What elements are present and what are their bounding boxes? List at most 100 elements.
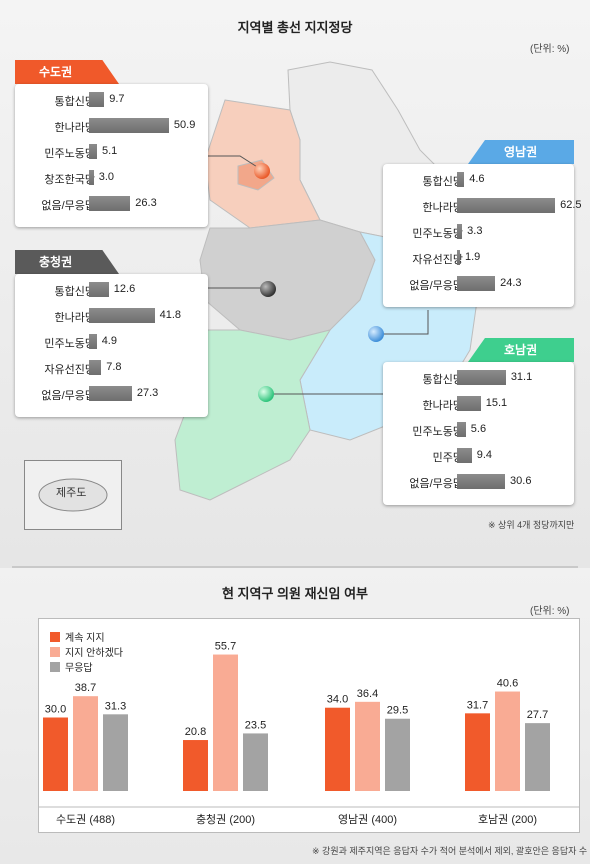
bar-0 bbox=[183, 740, 208, 791]
party-value: 3.0 bbox=[98, 171, 114, 183]
party-bar bbox=[457, 276, 496, 291]
bottom-chart-title: 현 지역구 의원 재신임 여부 bbox=[221, 586, 368, 601]
panel-row: 통합신당 4.6 bbox=[383, 170, 573, 190]
bar-1 bbox=[495, 691, 520, 791]
party-value: 5.6 bbox=[470, 423, 487, 435]
top-chart-title: 지역별 총선 지지정당 bbox=[237, 20, 353, 35]
party-label: 없음/무응답 bbox=[41, 390, 95, 402]
bar-value-label: 30.0 bbox=[45, 704, 66, 716]
bar-value-label: 31.3 bbox=[105, 700, 126, 712]
bar-2 bbox=[525, 723, 550, 791]
party-bar bbox=[89, 92, 105, 107]
legend-item-not: 지지 안하겠다 bbox=[50, 647, 123, 661]
panel-row: 없음/무응답 24.3 bbox=[383, 274, 573, 294]
panel-row: 민주노동당 3.3 bbox=[383, 222, 573, 242]
panel-sudo: 통합신당 9.7 한나라당 50.9 민주노동당 5.1 창조한국당 3.0 없음/무응답 26.… bbox=[15, 84, 208, 227]
party-label: 없음/무응답 bbox=[409, 280, 463, 292]
party-label: 자유선진당 bbox=[44, 364, 95, 376]
party-label: 통합신당 bbox=[422, 176, 463, 188]
party-value: 30.6 bbox=[510, 475, 532, 487]
party-label: 없음/무응답 bbox=[41, 200, 95, 212]
bar-value-label: 27.7 bbox=[527, 709, 548, 721]
panel-row: 한나라당 15.1 bbox=[383, 394, 573, 414]
panel-row: 자유선진당 7.8 bbox=[15, 358, 205, 378]
bottom-unit-label: (단위: %) bbox=[530, 606, 570, 617]
party-label: 자유선진당 bbox=[412, 254, 463, 266]
panel-row: 한나라당 50.9 bbox=[15, 116, 205, 136]
party-bar bbox=[89, 386, 132, 401]
tab-honam: 호남권 bbox=[468, 338, 574, 362]
party-value: 50.9 bbox=[173, 119, 196, 131]
bar-1 bbox=[355, 701, 380, 791]
party-bar bbox=[457, 448, 472, 463]
legend-swatch bbox=[50, 632, 60, 642]
legend-label: 계속 지지 bbox=[65, 633, 105, 644]
top-unit-label: (단위: %) bbox=[530, 44, 570, 55]
connector-yeong bbox=[376, 310, 429, 335]
bar-value-label: 34.0 bbox=[327, 694, 348, 706]
legend-swatch bbox=[50, 647, 60, 657]
party-value: 27.3 bbox=[136, 387, 159, 399]
panel-row: 없음/무응답 30.6 bbox=[383, 472, 573, 492]
panel-row: 한나라당 62.5 bbox=[383, 196, 582, 216]
party-label: 통합신당 bbox=[54, 96, 95, 108]
tab-sudo: 수도권 bbox=[15, 60, 119, 84]
bar-0 bbox=[325, 707, 350, 791]
party-value: 26.3 bbox=[135, 197, 157, 209]
bar-value-label: 40.6 bbox=[497, 678, 518, 690]
party-bar bbox=[457, 250, 460, 265]
party-label: 민주노동당 bbox=[44, 148, 95, 160]
party-label: 한나라당 bbox=[422, 202, 463, 214]
bar-0 bbox=[43, 717, 68, 791]
panel-row: 없음/무응답 26.3 bbox=[15, 194, 205, 214]
party-bar bbox=[89, 360, 102, 375]
tab-chungcheong: 충청권 bbox=[15, 250, 119, 274]
tab-yeongnam: 영남권 bbox=[468, 140, 574, 164]
party-label: 없음/무응답 bbox=[409, 478, 463, 490]
party-bar bbox=[89, 282, 109, 297]
group-label: 수도권 (488) bbox=[56, 813, 115, 826]
party-bar bbox=[457, 474, 506, 489]
panel-yeongnam: 통합신당 4.6 한나라당 62.5 민주노동당 3.3 자유선진당 1.9 없음/무응답 24.… bbox=[383, 164, 582, 307]
panel-row: 통합신당 9.7 bbox=[15, 90, 205, 110]
party-label: 한나라당 bbox=[54, 312, 95, 324]
bottom-footnote: ※ 강원과 제주지역은 응답자 수가 적어 분석에서 제외, 괄호안은 응답자 … bbox=[312, 846, 588, 856]
party-bar bbox=[457, 172, 465, 187]
party-label: 민주노동당 bbox=[44, 338, 95, 350]
panel-row: 창조한국당 3.0 bbox=[15, 168, 205, 188]
panel-row: 민주노동당 5.6 bbox=[383, 420, 573, 440]
party-label: 민주노동당 bbox=[412, 228, 463, 240]
bar-value-label: 31.7 bbox=[467, 699, 488, 711]
marker-honam bbox=[258, 386, 274, 402]
panel-row: 민주노동당 4.9 bbox=[15, 332, 205, 352]
group-label: 영남권 (400) bbox=[338, 813, 397, 826]
party-bar bbox=[89, 334, 97, 349]
bar-value-label: 23.5 bbox=[245, 719, 266, 731]
reelection-bar-chart: 30.0 38.7 31.3 수도권 (488) 20.8 55.7 23.5 충청권 (20… bbox=[38, 618, 580, 833]
party-bar bbox=[457, 422, 466, 437]
party-label: 통합신당 bbox=[54, 286, 95, 298]
panel-row: 민주당 9.4 bbox=[383, 446, 573, 466]
party-value: 4.6 bbox=[469, 173, 485, 185]
bar-2 bbox=[243, 733, 268, 791]
party-bar bbox=[457, 198, 556, 213]
bar-value-label: 55.7 bbox=[215, 641, 236, 653]
legend-label: 지지 안하겠다 bbox=[65, 648, 123, 659]
panel-row: 없음/무응답 27.3 bbox=[15, 384, 205, 404]
panel-row: 통합신당 31.1 bbox=[383, 368, 573, 388]
party-bar bbox=[89, 118, 169, 133]
party-value: 4.9 bbox=[101, 335, 117, 347]
jeju-shape bbox=[38, 478, 108, 512]
panel-row: 한나라당 41.8 bbox=[15, 306, 205, 326]
party-value: 31.1 bbox=[510, 371, 533, 383]
party-value: 12.6 bbox=[113, 283, 136, 295]
panel-honam: 통합신당 31.1 한나라당 15.1 민주노동당 5.6 민주당 9.4 없음/무응답 30.6 bbox=[383, 362, 574, 505]
top-footnote: ※ 상위 4개 정당까지만 bbox=[488, 520, 575, 530]
panel-row: 민주노동당 5.1 bbox=[15, 142, 205, 162]
party-bar bbox=[457, 396, 481, 411]
bar-1 bbox=[73, 696, 98, 791]
legend: 계속 지지 지지 안하겠다 무응답 bbox=[44, 626, 132, 678]
party-label: 한나라당 bbox=[422, 400, 463, 412]
bar-value-label: 38.7 bbox=[75, 682, 96, 694]
group-label: 호남권 (200) bbox=[478, 813, 537, 826]
